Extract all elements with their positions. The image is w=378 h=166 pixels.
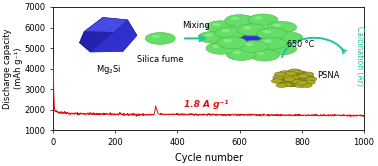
Polygon shape	[84, 17, 128, 32]
Circle shape	[225, 15, 254, 26]
Circle shape	[295, 83, 306, 87]
Circle shape	[146, 33, 175, 44]
Polygon shape	[79, 17, 137, 52]
Circle shape	[217, 37, 247, 49]
Circle shape	[296, 81, 307, 85]
Circle shape	[301, 83, 312, 87]
Circle shape	[276, 83, 287, 87]
Circle shape	[206, 21, 236, 33]
Circle shape	[302, 72, 314, 76]
FancyArrowPatch shape	[341, 48, 347, 54]
Circle shape	[279, 34, 288, 37]
Circle shape	[212, 23, 221, 26]
Circle shape	[282, 74, 293, 78]
Circle shape	[288, 75, 300, 80]
Circle shape	[271, 79, 282, 83]
Circle shape	[263, 40, 271, 43]
Circle shape	[273, 75, 284, 80]
Circle shape	[232, 51, 241, 54]
Circle shape	[257, 28, 287, 40]
Circle shape	[231, 17, 239, 20]
Circle shape	[245, 43, 253, 46]
Circle shape	[273, 24, 281, 27]
Circle shape	[305, 77, 317, 81]
Circle shape	[239, 41, 268, 52]
Polygon shape	[238, 27, 271, 37]
Circle shape	[237, 24, 267, 36]
Circle shape	[248, 14, 278, 26]
Circle shape	[249, 49, 279, 61]
Text: Silica fume: Silica fume	[137, 55, 184, 64]
Text: 650 °C: 650 °C	[287, 40, 314, 49]
Circle shape	[212, 44, 221, 48]
Circle shape	[226, 48, 256, 60]
Polygon shape	[79, 32, 114, 52]
Circle shape	[281, 83, 292, 87]
Circle shape	[279, 71, 290, 75]
Circle shape	[256, 51, 264, 55]
Circle shape	[288, 69, 300, 73]
Circle shape	[298, 74, 309, 78]
Circle shape	[204, 34, 213, 37]
Circle shape	[285, 71, 296, 76]
Circle shape	[284, 77, 295, 81]
Circle shape	[223, 39, 232, 42]
Circle shape	[267, 43, 296, 55]
Circle shape	[257, 38, 287, 49]
Circle shape	[254, 16, 263, 20]
Circle shape	[263, 30, 271, 33]
Circle shape	[274, 72, 286, 76]
Text: Mg$_2$Si: Mg$_2$Si	[96, 63, 122, 76]
Circle shape	[291, 79, 303, 84]
Circle shape	[198, 31, 228, 43]
Circle shape	[206, 42, 236, 54]
Circle shape	[215, 27, 245, 39]
Circle shape	[222, 29, 230, 33]
Circle shape	[291, 70, 303, 74]
Circle shape	[267, 21, 296, 33]
Text: 1.8 A g⁻¹: 1.8 A g⁻¹	[184, 100, 228, 109]
Y-axis label: Discharge capacity
(mAh g⁻¹): Discharge capacity (mAh g⁻¹)	[3, 28, 23, 109]
Circle shape	[152, 35, 160, 38]
Circle shape	[273, 45, 281, 48]
Circle shape	[274, 71, 314, 86]
Text: Calcination (Ar): Calcination (Ar)	[355, 26, 364, 86]
Circle shape	[304, 80, 315, 84]
Circle shape	[273, 32, 303, 44]
Text: Mixing: Mixing	[182, 21, 210, 30]
FancyArrowPatch shape	[185, 36, 205, 41]
X-axis label: Cycle number: Cycle number	[175, 153, 243, 163]
Text: PSNA: PSNA	[318, 71, 340, 80]
Circle shape	[243, 26, 252, 29]
Polygon shape	[237, 27, 274, 49]
